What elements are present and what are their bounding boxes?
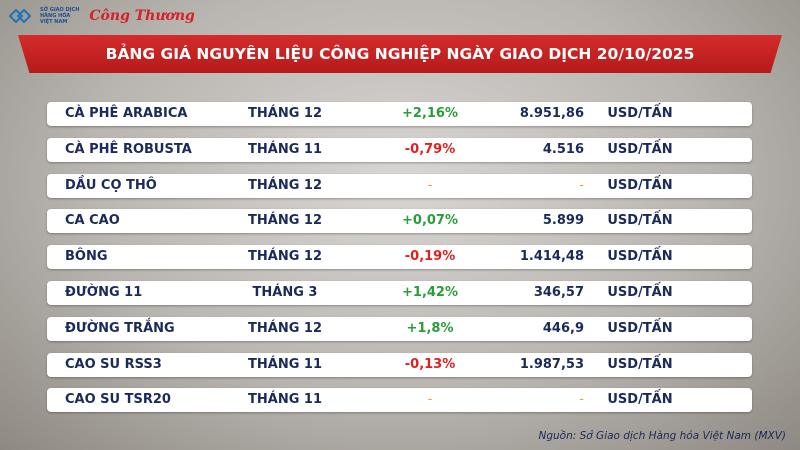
commodity: CÀ PHÊ ROBUSTA — [65, 141, 192, 157]
commodity: CAO SU RSS3 — [65, 356, 162, 372]
logo-line: VIỆT NAM — [40, 19, 68, 25]
price: 346,57 — [533, 285, 584, 300]
commodity: CÀ PHÊ ARABICA — [65, 106, 188, 121]
price: 1.987,53 — [519, 356, 584, 372]
table-row: CAO SU TSR20 THÁNG 11- - USD/TẤN — [47, 388, 752, 413]
table-row: CÀ PHÊ ARABICA THÁNG 12 +2,16% 8.951,86 USD/… — [47, 102, 752, 126]
brand: Công Thương — [89, 8, 195, 24]
table-row: CAO SU RSS3 THÁNG 11 -0,13% 1.987,53 USD/TẤN — [47, 352, 752, 377]
commodity: ĐƯỜNG TRẮNG — [65, 320, 175, 336]
commodity: ĐƯỜNG 11 — [65, 285, 143, 300]
commodity: CAO SU TSR20 — [65, 392, 171, 408]
title-banner: BẢNG GIÁ NGUYÊN LIỆU CÔNG NGHIỆP NGÀY GI… — [18, 35, 782, 73]
logo: SỞ GIAO DỊCH HÀNG HÓA VIỆT NAM Công Thươ… — [8, 6, 195, 26]
table-row: ĐƯỜNG TRẮNG THÁNG 12 +1,8% 446,9 USD/TẤN — [47, 316, 752, 341]
logo-text: SỞ GIAO DỊCH HÀNG HÓA VIỆT NAM — [40, 7, 79, 25]
price: - — [579, 177, 584, 193]
table-row: ĐƯỜNG 11 THÁNG 3 +1,42% 346,57 USD/TẤN — [47, 281, 752, 305]
price: 5.899 — [542, 213, 584, 229]
table-row: BÔNG THÁNG 12 -0,19% 1.414,48 USD/TẤN — [47, 245, 752, 270]
commodity: BÔNG — [65, 249, 108, 265]
commodity: DẦU CỌ THÔ — [65, 177, 157, 193]
price: 8.951,86 — [519, 106, 584, 121]
table-row: CA CAO THÁNG 12 +0,07% 5.899 USD/TẤN — [47, 209, 752, 234]
price: 446,9 — [542, 320, 584, 336]
source: Nguồn: Sở Giao dịch Hàng hóa Việt Nam (M… — [538, 430, 787, 442]
price: 1.414,48 — [519, 249, 584, 265]
logo-line: SỞ GIAO DỊCH — [40, 7, 80, 13]
logo-line: HÀNG HÓA — [40, 13, 71, 19]
title: BẢNG GIÁ NGUYÊN LIỆU CÔNG NGHIỆP NGÀY GI… — [105, 45, 695, 63]
commodity: CA CAO — [65, 213, 120, 229]
table-row: DẦU CỌ THÔ THÁNG 12- - USD/TẤN — [47, 173, 752, 198]
logo-icon — [8, 8, 32, 24]
price: - — [579, 392, 584, 408]
table-row: CÀ PHÊ ROBUSTA THÁNG 11 -0,79% 4.516 USD/TẤN — [47, 137, 752, 162]
price: 4.516 — [542, 141, 584, 157]
